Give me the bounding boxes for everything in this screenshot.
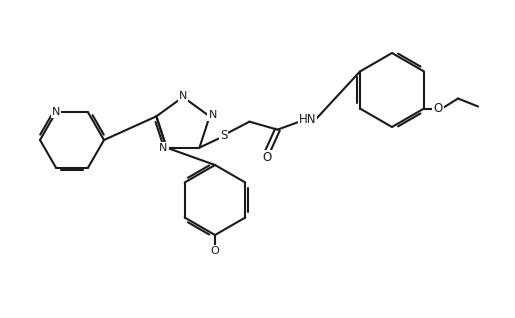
Text: N: N xyxy=(209,110,217,120)
Text: O: O xyxy=(263,151,272,164)
Text: O: O xyxy=(434,102,443,115)
Text: N: N xyxy=(52,107,60,117)
Text: N: N xyxy=(179,91,187,101)
Text: S: S xyxy=(220,129,227,142)
Text: N: N xyxy=(159,143,168,153)
Text: O: O xyxy=(211,246,219,256)
Text: HN: HN xyxy=(299,113,316,126)
